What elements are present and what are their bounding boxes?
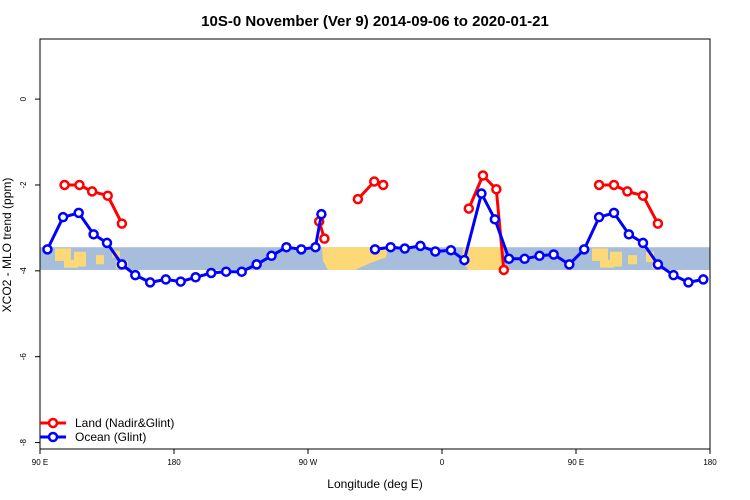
data-point — [593, 179, 605, 191]
x-tick-label: 90 E — [568, 458, 584, 467]
legend-land-label: Land (Nadir&Glint) — [75, 416, 174, 430]
data-point — [310, 241, 321, 253]
x-tick-label: 90 E — [32, 458, 48, 467]
data-point — [316, 208, 327, 220]
series-layer — [42, 170, 709, 288]
data-point — [116, 259, 128, 270]
y-tick-label: -2 — [19, 181, 28, 189]
data-point — [652, 259, 664, 270]
data-point — [491, 184, 502, 195]
data-point — [463, 203, 475, 214]
data-point — [281, 241, 292, 253]
land-island — [55, 248, 71, 261]
land-island — [64, 259, 78, 268]
legend-land-marker — [47, 417, 59, 429]
x-tick-label: 180 — [167, 458, 181, 467]
data-point — [205, 267, 217, 279]
data-point — [459, 254, 470, 266]
data-point — [503, 253, 515, 265]
data-point — [319, 233, 330, 244]
data-point — [445, 244, 457, 256]
data-point — [564, 259, 575, 270]
land-africa — [462, 247, 504, 270]
data-point — [476, 188, 487, 199]
data-point — [101, 237, 113, 249]
data-point — [623, 229, 635, 240]
data-point — [220, 266, 232, 277]
data-point — [144, 277, 156, 288]
data-point — [175, 276, 186, 287]
data-point — [42, 244, 53, 255]
x-tick-label: 180 — [703, 458, 717, 467]
legend-ocean-label: Ocean (Glint) — [75, 430, 146, 444]
data-point — [519, 253, 530, 265]
data-point — [190, 272, 201, 283]
data-point — [369, 244, 381, 255]
data-point — [498, 264, 510, 276]
data-point — [88, 229, 99, 240]
x-tick-label: 90 W — [299, 458, 318, 467]
x-axis: 90 E 180 90 W 0 90 E 180 — [32, 449, 717, 467]
data-point — [352, 193, 364, 205]
y-tick-label: -8 — [19, 438, 28, 446]
data-point — [296, 244, 307, 255]
x-tick-label: 0 — [440, 458, 445, 467]
data-point — [622, 186, 633, 197]
data-point — [698, 274, 709, 285]
data-point — [59, 179, 70, 191]
y-axis-label: XCO2 - MLO trend (ppm) — [0, 178, 14, 313]
data-point — [116, 218, 128, 229]
y-tick-label: 0 — [19, 96, 28, 101]
land-island — [592, 248, 608, 261]
data-point — [399, 243, 411, 254]
data-point — [534, 250, 545, 262]
data-point — [102, 190, 113, 201]
data-point — [236, 266, 247, 277]
data-point — [385, 241, 396, 253]
data-point — [477, 170, 489, 181]
y-tick-label: -6 — [19, 353, 28, 361]
y-tick-label: -4 — [19, 267, 28, 275]
data-point — [86, 186, 98, 197]
data-point — [377, 179, 389, 191]
plot-frame — [39, 38, 711, 450]
data-point — [548, 249, 559, 260]
land-island — [628, 255, 637, 265]
land-island — [646, 251, 654, 263]
data-point — [160, 274, 172, 285]
data-point — [652, 218, 664, 229]
data-point — [369, 176, 380, 187]
legend: Land (Nadir&Glint) Ocean (Glint) — [40, 416, 174, 444]
data-point — [251, 259, 262, 270]
data-point — [593, 211, 605, 223]
data-point — [266, 250, 277, 262]
data-point — [430, 246, 441, 257]
data-point — [578, 244, 590, 255]
data-point — [415, 240, 426, 252]
data-point — [57, 211, 69, 223]
chart-title: 10S-0 November (Ver 9) 2014-09-06 to 202… — [201, 13, 549, 30]
data-point — [74, 179, 85, 191]
data-point — [608, 179, 620, 191]
series-ocean — [42, 188, 709, 288]
data-point — [683, 277, 694, 288]
legend-ocean-marker — [47, 431, 59, 443]
data-point — [73, 207, 84, 219]
data-point — [637, 190, 649, 201]
land-island — [600, 259, 614, 268]
data-point — [637, 237, 649, 249]
data-point — [489, 214, 501, 225]
land-island — [96, 255, 104, 265]
land-shapes — [55, 247, 662, 270]
x-axis-label: Longitude (deg E) — [327, 477, 422, 491]
y-axis: 0 -2 -4 -6 -8 — [19, 96, 40, 446]
data-point — [668, 269, 679, 281]
data-point — [130, 269, 141, 281]
data-point — [608, 207, 620, 219]
